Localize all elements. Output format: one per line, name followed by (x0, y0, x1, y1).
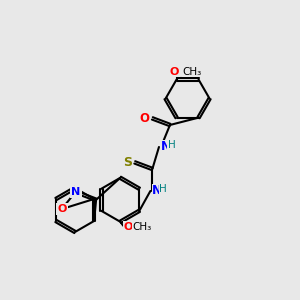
Text: S: S (123, 156, 132, 169)
Text: N: N (161, 140, 171, 154)
Text: N: N (152, 184, 162, 197)
Text: O: O (57, 204, 66, 214)
Text: H: H (159, 184, 167, 194)
Text: O: O (170, 67, 179, 76)
Text: O: O (57, 204, 66, 214)
Text: H: H (168, 140, 176, 150)
Text: N: N (71, 187, 80, 197)
Text: CH₃: CH₃ (183, 67, 202, 76)
Text: O: O (123, 222, 133, 232)
Text: N: N (71, 187, 80, 197)
Text: O: O (140, 112, 149, 125)
Text: CH₃: CH₃ (132, 222, 152, 232)
